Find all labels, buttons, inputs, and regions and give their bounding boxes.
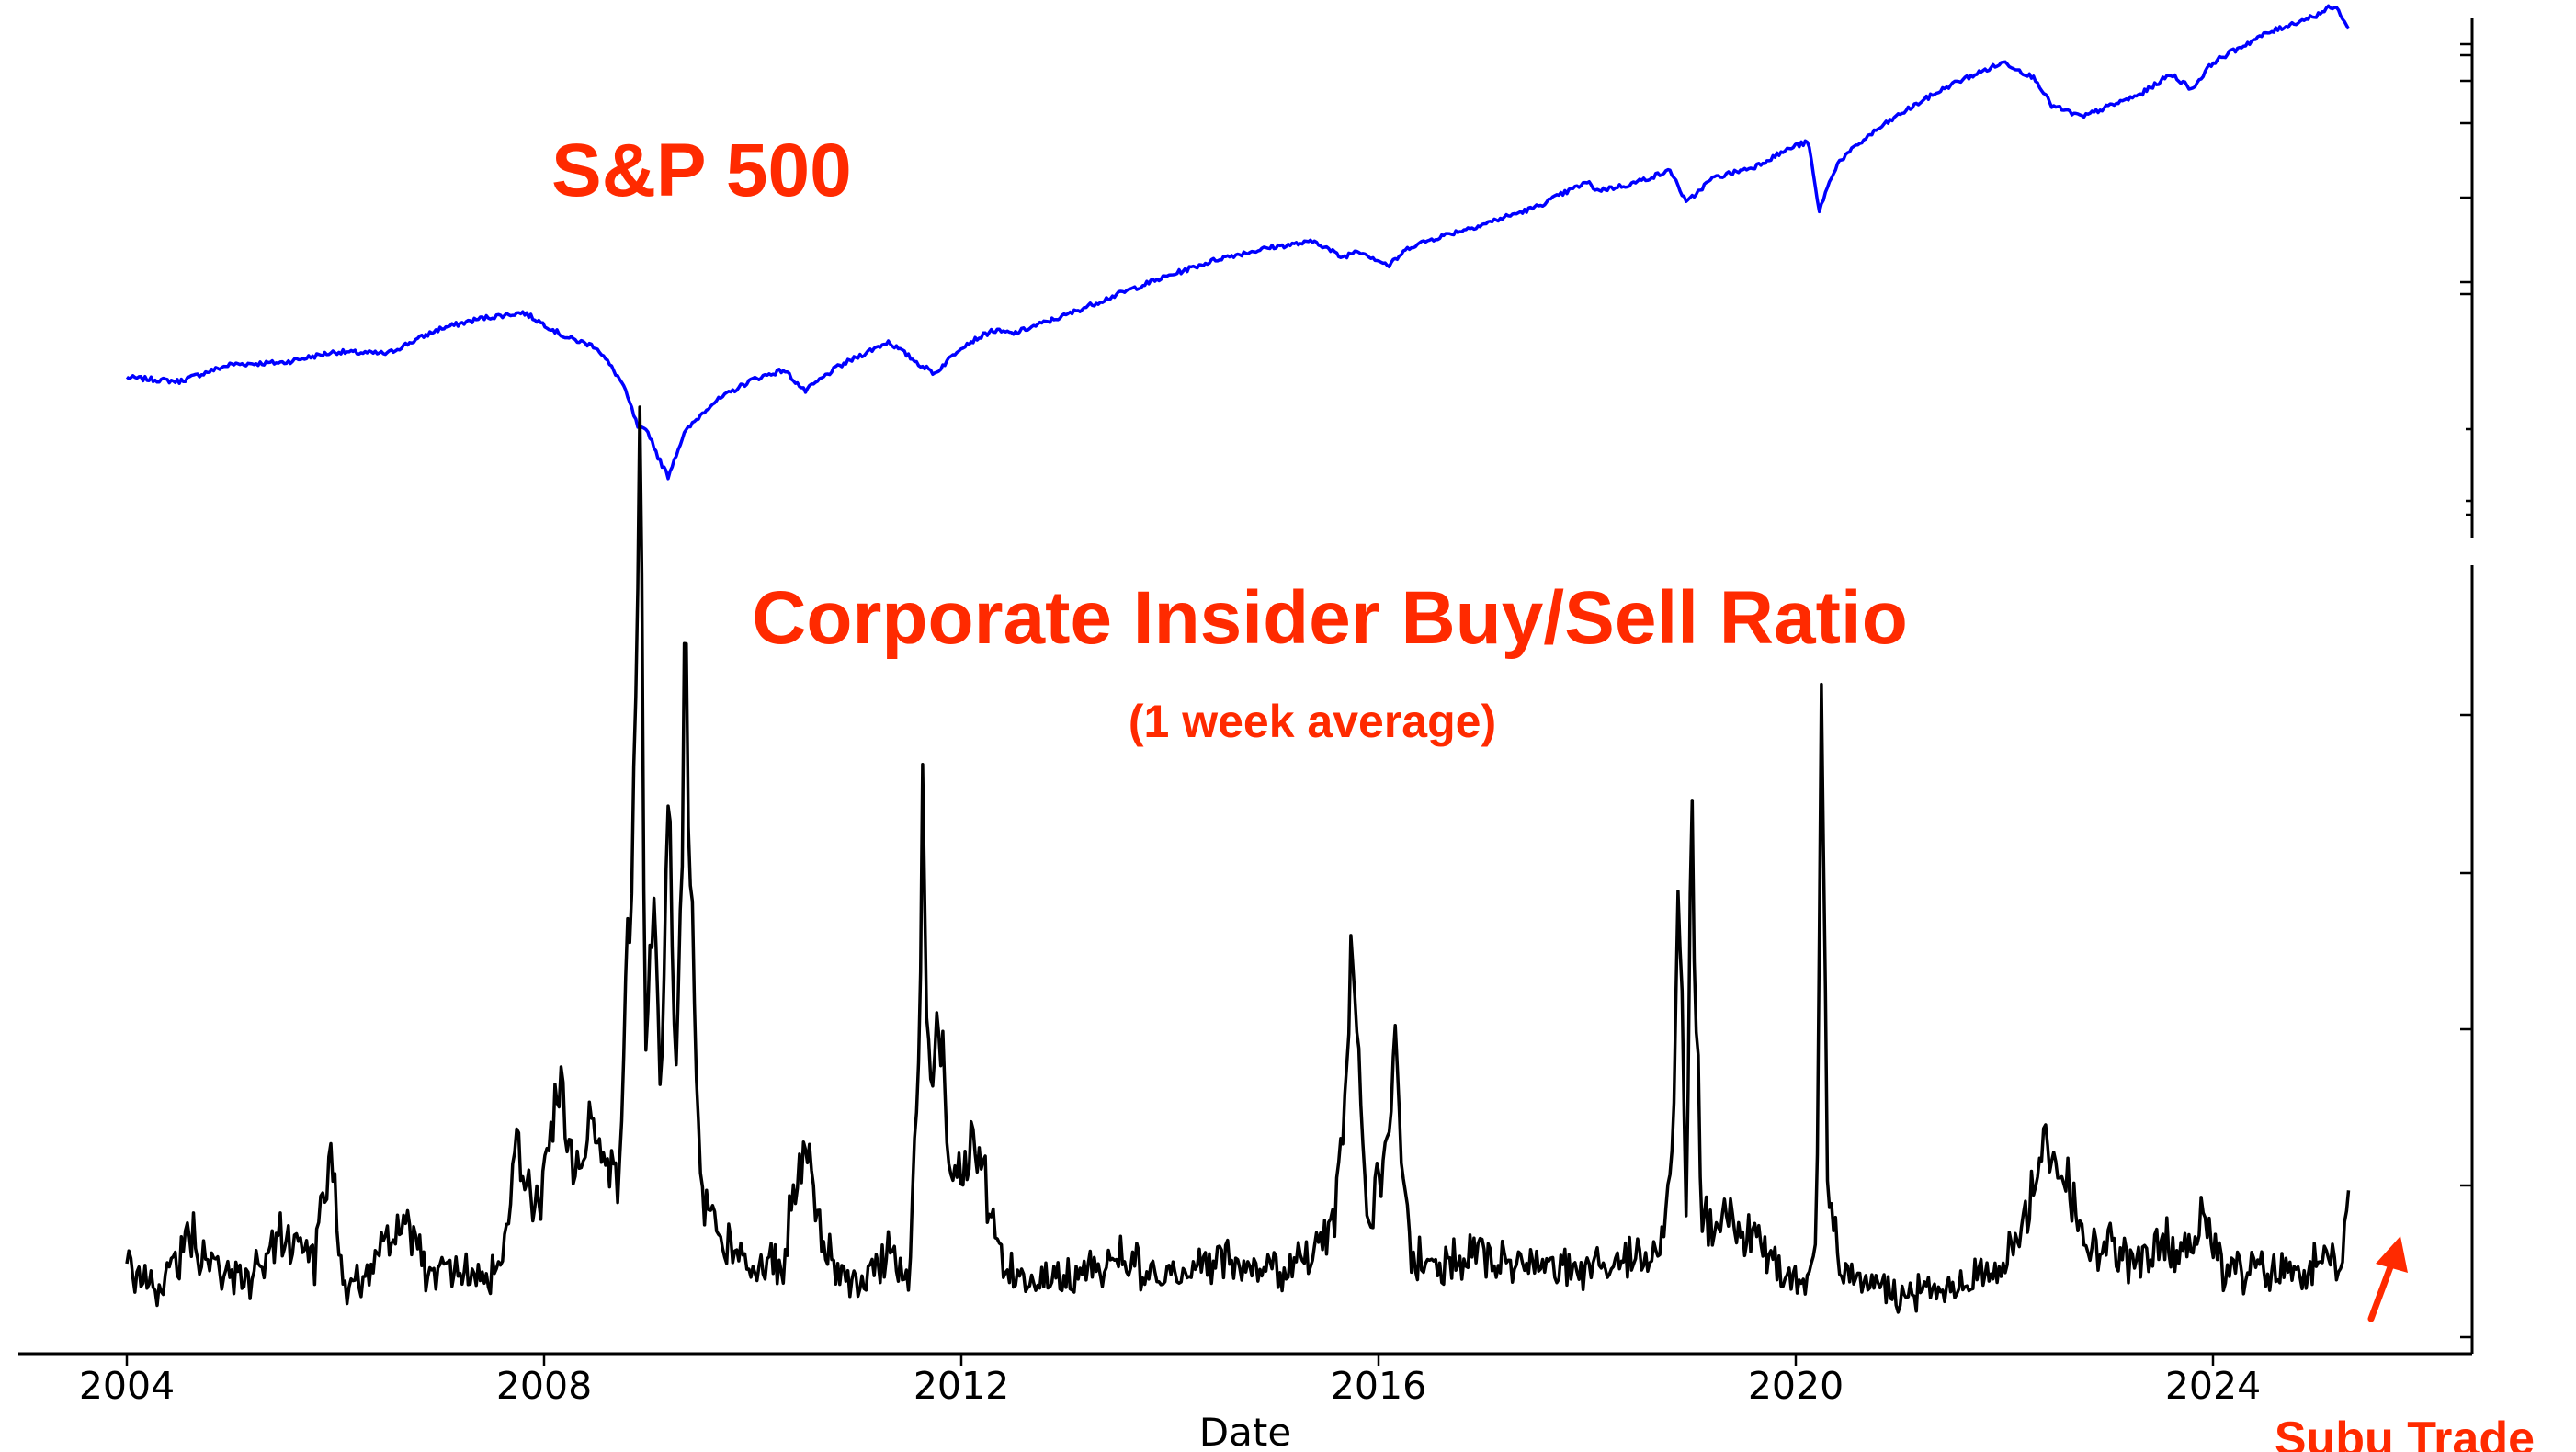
insider-ratio-title: Corporate Insider Buy/Sell Ratio [752, 576, 1908, 660]
insider-ratio-line [125, 405, 2351, 1314]
x-axis-label: Date [1199, 1410, 1291, 1452]
up-arrow-icon [2367, 1236, 2408, 1322]
insider-ratio-panel: 2004 2008 2012 2016 2020 2024 Corporate Insid… [18, 405, 2535, 1452]
x-tick-label: 2004 [79, 1364, 175, 1408]
sp500-tick-marks [2460, 42, 2472, 516]
sp500-panel: S&P 500 [125, 4, 2474, 538]
arrow-head [2376, 1236, 2408, 1273]
x-tick-label: 2012 [914, 1364, 1009, 1408]
brand-label: Subu Trade [2275, 1412, 2535, 1452]
x-tick-label: 2016 [1331, 1364, 1426, 1408]
insider-ratio-subtitle: (1 week average) [1129, 696, 1496, 747]
insider-ratio-y-ticks [2460, 713, 2472, 1339]
x-tick-label: 2008 [496, 1364, 592, 1408]
sp500-line [125, 4, 2351, 481]
x-tick-label: 2020 [1748, 1364, 1844, 1408]
x-tick-label: 2024 [2165, 1364, 2261, 1408]
sp500-title: S&P 500 [551, 129, 852, 212]
x-axis-ticks: 2004 2008 2012 2016 2020 2024 [79, 1354, 2261, 1408]
